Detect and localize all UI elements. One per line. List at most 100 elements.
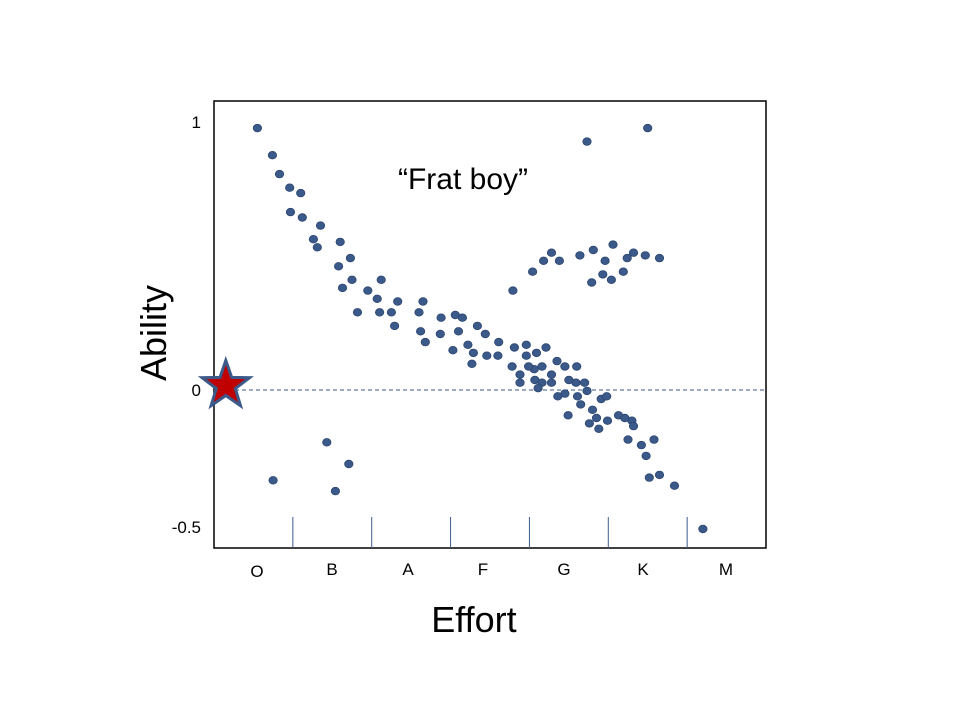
data-point (669, 481, 680, 490)
data-point (602, 392, 612, 401)
y-axis-title: Ability (133, 285, 174, 381)
y-tick-label-1: 1 (192, 113, 201, 132)
data-point (560, 362, 570, 371)
data-point (418, 297, 428, 306)
data-point (527, 267, 538, 276)
data-point (552, 356, 562, 366)
data-point (622, 253, 632, 263)
data-point (268, 476, 278, 485)
data-point (347, 275, 357, 284)
data-point (480, 329, 490, 339)
x-tick-label-b: B (326, 560, 337, 579)
y-tick-label-0: 0 (192, 381, 201, 400)
data-point (523, 362, 534, 371)
data-point (654, 253, 665, 263)
data-point (374, 308, 385, 317)
data-point (554, 256, 565, 265)
data-point (582, 137, 592, 146)
data-point (623, 435, 633, 444)
data-point (333, 262, 344, 271)
data-point (546, 248, 557, 257)
data-point (521, 351, 531, 360)
data-point (376, 275, 386, 284)
data-point (572, 362, 582, 371)
data-point (352, 308, 363, 317)
data-point (563, 411, 573, 420)
data-point (312, 243, 322, 252)
data-point (436, 313, 446, 322)
data-point (546, 370, 557, 379)
data-point (606, 275, 617, 284)
data-point (308, 234, 318, 244)
data-point (507, 362, 517, 371)
data-points (252, 123, 708, 534)
x-tick-label-k: K (637, 560, 649, 579)
data-point (330, 486, 340, 496)
data-point (285, 207, 296, 217)
data-point (335, 237, 345, 247)
data-point (415, 327, 426, 336)
data-point (508, 286, 518, 295)
data-point (641, 451, 651, 461)
data-point (252, 123, 262, 133)
x-tick-label-a: A (402, 560, 414, 579)
data-point (515, 378, 525, 387)
data-point (644, 473, 654, 482)
data-point (414, 308, 424, 317)
data-point (628, 421, 639, 431)
data-point (602, 416, 613, 425)
data-point (591, 413, 602, 423)
data-point (420, 337, 430, 347)
data-point (521, 340, 531, 349)
data-point (457, 313, 467, 322)
data-point (463, 340, 473, 349)
data-point (620, 413, 630, 423)
plot-frame (213, 100, 767, 549)
data-point (643, 123, 653, 133)
data-point (315, 221, 326, 230)
x-tick-label-g: G (557, 560, 570, 579)
data-point (296, 188, 306, 198)
data-point (546, 378, 557, 387)
data-point (345, 253, 355, 263)
data-point (322, 438, 332, 447)
data-point (285, 183, 295, 192)
data-point (560, 389, 570, 398)
data-point (584, 419, 595, 428)
data-point (538, 256, 549, 265)
data-point (588, 245, 598, 255)
x-tick-label-f: F (478, 560, 488, 579)
x-axis-title: Effort (431, 599, 516, 640)
data-point (579, 378, 590, 387)
data-point (541, 343, 551, 352)
data-point (493, 351, 503, 360)
data-point (344, 459, 354, 469)
data-point (372, 294, 382, 303)
data-point (608, 240, 618, 249)
data-point (575, 251, 585, 260)
x-tick-label-m: M (719, 560, 733, 579)
data-point (435, 329, 445, 339)
data-point (448, 346, 458, 355)
data-point (537, 362, 547, 371)
data-point (509, 343, 520, 352)
data-point (600, 256, 610, 265)
x-tick-label-o: O (250, 562, 263, 581)
data-point (337, 283, 348, 293)
data-point (389, 321, 400, 331)
data-point (467, 359, 477, 368)
data-point (576, 400, 586, 409)
data-point (572, 392, 583, 401)
x-category-dividers (292, 517, 688, 548)
data-point (587, 278, 597, 287)
data-point (531, 348, 542, 358)
data-point (482, 351, 492, 360)
data-point (698, 524, 708, 534)
data-point (654, 470, 665, 480)
data-point (393, 297, 403, 306)
data-point (594, 424, 604, 433)
star-marker (197, 355, 254, 410)
data-point (363, 286, 373, 295)
data-point (515, 370, 525, 379)
